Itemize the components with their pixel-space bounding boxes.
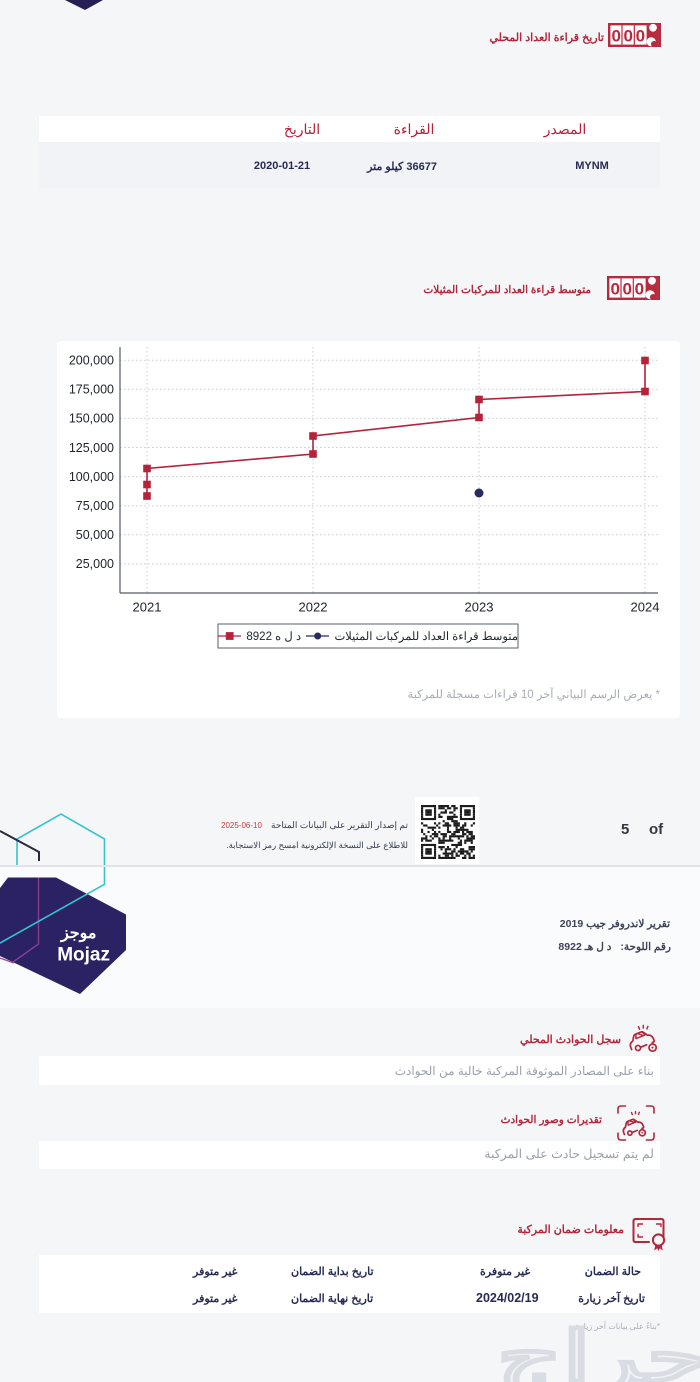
svg-text:75,000: 75,000: [76, 499, 114, 513]
svg-text:175,000: 175,000: [69, 383, 114, 397]
svg-text:100,000: 100,000: [69, 470, 114, 484]
svg-text:2022: 2022: [299, 600, 328, 615]
svg-text:2024: 2024: [631, 600, 660, 615]
svg-text:50,000: 50,000: [76, 528, 114, 542]
svg-text:Mojaz: Mojaz: [57, 945, 110, 966]
svg-text:0: 0: [611, 26, 620, 45]
svg-text:150,000: 150,000: [69, 412, 114, 426]
svg-text:125,000: 125,000: [69, 441, 114, 455]
svg-text:2021: 2021: [133, 600, 162, 615]
svg-text:موجز: موجز: [60, 925, 97, 943]
svg-text:25,000: 25,000: [76, 557, 114, 571]
svg-text:200,000: 200,000: [69, 354, 114, 368]
svg-text:0: 0: [610, 279, 619, 298]
svg-text:0: 0: [635, 279, 644, 298]
svg-text:2023: 2023: [465, 600, 494, 615]
svg-text:0: 0: [623, 26, 632, 45]
svg-text:0: 0: [622, 279, 631, 298]
svg-text:0: 0: [636, 26, 645, 45]
